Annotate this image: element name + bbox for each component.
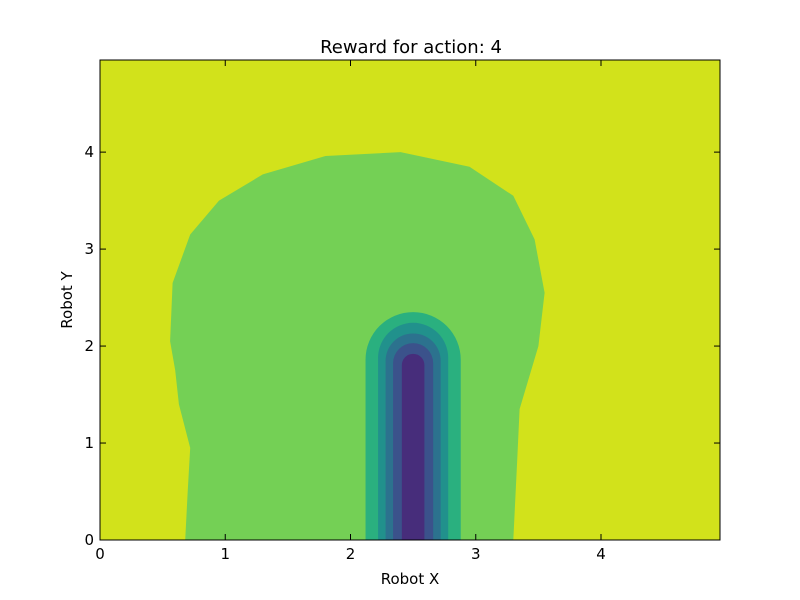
y-tick-label: 3	[84, 240, 94, 258]
x-tick-label: 2	[346, 545, 356, 563]
x-tick-label: 3	[471, 545, 481, 563]
chart-title: Reward for action: 4	[320, 37, 502, 58]
axis-ticks: 0 1 2 3 4 0 1 2 3 4	[84, 60, 720, 563]
y-axis-label: Robot Y	[58, 270, 76, 328]
x-tick-label: 0	[95, 545, 105, 563]
x-tick-label: 1	[220, 545, 230, 563]
y-tick-label: 2	[84, 337, 94, 355]
plot-frame	[99, 59, 721, 541]
x-axis-label: Robot X	[381, 570, 440, 588]
y-tick-label: 4	[84, 143, 94, 161]
region-core	[401, 353, 425, 540]
x-tick-label: 4	[596, 545, 606, 563]
plot-area	[99, 59, 721, 541]
y-tick-label: 1	[84, 434, 94, 452]
region-mid	[170, 152, 545, 540]
y-tick-label: 0	[84, 531, 94, 549]
